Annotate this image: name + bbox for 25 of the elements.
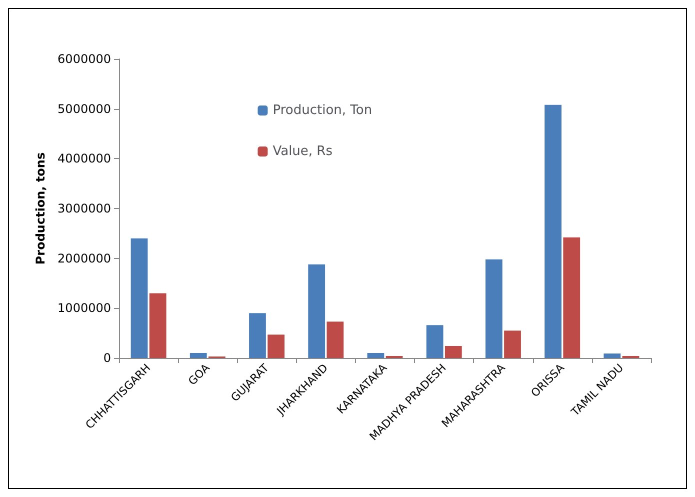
y-tick-label: 2000000	[58, 251, 111, 266]
y-tick-label: 3000000	[58, 202, 111, 216]
y-tick-label: 5000000	[58, 102, 111, 116]
bar	[249, 313, 266, 358]
bar	[130, 238, 148, 358]
legend-label: Value, Rs	[272, 144, 333, 159]
y-axis-title: Production, tons	[34, 152, 48, 265]
legend-label: Production, Ton	[272, 103, 372, 118]
bar	[326, 322, 344, 358]
y-tick-label: 6000000	[58, 52, 111, 66]
bar	[444, 346, 462, 358]
y-tick-label: 0	[103, 351, 111, 365]
y-tick-label: 1000000	[58, 301, 111, 316]
bar	[563, 237, 580, 358]
bar	[544, 104, 562, 358]
bar	[604, 354, 621, 358]
bar	[149, 293, 166, 358]
bar	[485, 259, 502, 358]
bar	[504, 330, 521, 358]
bar	[308, 264, 326, 358]
bar	[367, 353, 384, 358]
y-tick-label: 4000000	[58, 152, 111, 166]
bar	[190, 353, 207, 358]
bar	[426, 325, 444, 358]
bar	[268, 334, 285, 358]
